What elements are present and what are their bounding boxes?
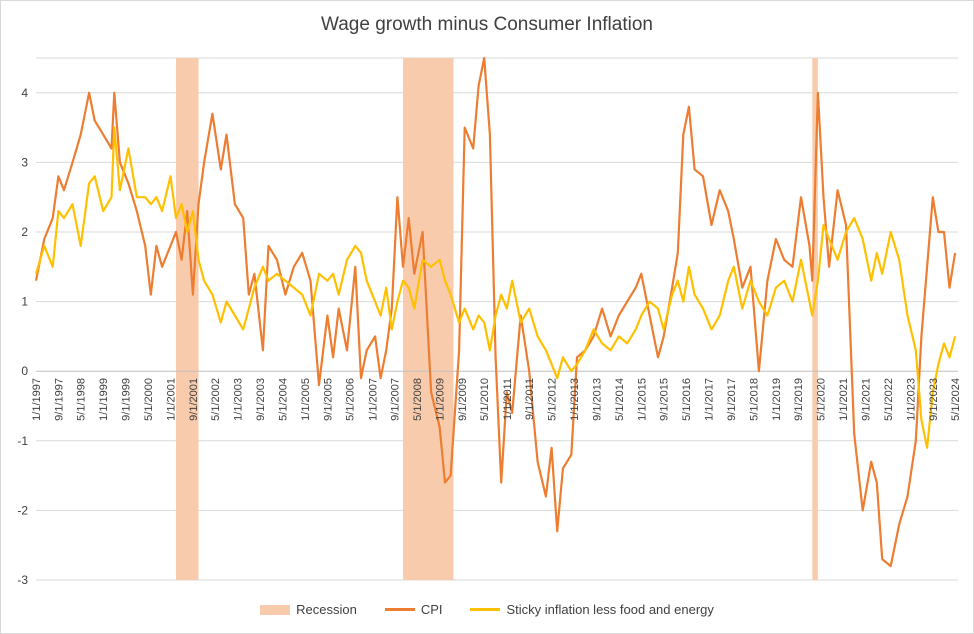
x-tick-label: 5/1/2014 [614,378,626,421]
x-tick-label: 1/1/2011 [502,378,514,420]
x-tick-label: 1/1/1997 [31,378,43,421]
x-tick-label: 9/1/2005 [322,378,334,421]
legend-item-recession: Recession [260,602,357,617]
x-tick-label: 1/1/2023 [905,378,917,421]
x-tick-label: 9/1/1999 [121,378,133,421]
x-tick-label: 1/1/1999 [98,378,110,421]
x-tick-label: 9/1/2007 [390,378,402,421]
legend-swatch-recession [260,604,291,615]
cpi-line [34,56,957,568]
series-lines [34,56,957,568]
y-tick-label: 1 [21,295,28,309]
x-tick-labels: 1/1/1997 9/1/1997 5/1/1998 1/1/1999 9/1/1999… [31,378,962,421]
x-tick-label: 1/1/2001 [166,378,178,421]
legend-label-sticky: Sticky inflation less food and energy [506,602,714,617]
y-tick-label: 0 [21,364,28,378]
x-tick-label: 1/1/2005 [300,378,312,421]
y-tick-label: -1 [17,434,28,448]
legend-item-cpi: CPI [384,602,443,617]
y-tick-labels: -3 -2 -1 0 1 2 3 4 [17,86,28,587]
legend-swatch-cpi [384,608,415,611]
legend-swatch-sticky [470,608,501,611]
recession-band [175,58,199,580]
x-tick-label: 1/1/2015 [636,378,648,421]
x-tick-label: 9/1/2013 [591,378,603,421]
y-tick-label: 4 [21,86,28,100]
x-tick-label: 5/1/2024 [950,378,962,421]
x-tick-label: 9/1/2003 [255,378,267,421]
x-tick-label: 5/1/2000 [143,378,155,421]
x-tick-label: 5/1/1998 [76,378,88,421]
x-tick-label: 5/1/2020 [816,378,828,421]
x-tick-label: 5/1/2022 [883,378,895,421]
x-tick-label: 5/1/2002 [210,378,222,421]
x-tick-label: 9/1/2009 [457,378,469,421]
legend-item-sticky: Sticky inflation less food and energy [470,602,714,617]
y-tick-label: 2 [21,225,28,239]
recession-bands [175,58,818,580]
x-tick-label: 9/1/2021 [861,378,873,421]
x-tick-label: 1/1/2019 [771,378,783,421]
y-tick-label: 3 [21,155,28,169]
x-tick-label: 5/1/2006 [345,378,357,421]
legend: Recession CPI Sticky inflation less food… [0,602,974,617]
x-tick-label: 1/1/2009 [435,378,447,421]
x-tick-label: 9/1/2023 [928,378,940,421]
x-tick-label: 1/1/2013 [569,378,581,421]
x-tick-label: 5/1/2010 [479,378,491,421]
x-tick-label: 1/1/2007 [367,378,379,421]
x-tick-label: 5/1/2016 [681,378,693,421]
x-tick-label: 5/1/2018 [748,378,760,421]
y-tick-label: -3 [17,573,28,587]
chart-title: Wage growth minus Consumer Inflation [321,14,653,35]
x-tick-label: 1/1/2021 [838,378,850,421]
y-tick-label: -2 [17,503,28,517]
x-tick-label: 9/1/2017 [726,378,738,421]
x-tick-label: 1/1/2017 [704,378,716,421]
x-tick-label: 9/1/2011 [524,378,536,420]
x-tick-label: 5/1/2012 [547,378,559,421]
legend-label-cpi: CPI [420,602,443,617]
x-tick-label: 1/1/2003 [233,378,245,421]
x-tick-label: 5/1/2008 [412,378,424,421]
x-tick-label: 9/1/2019 [793,378,805,421]
sticky-inflation-line [34,126,957,449]
x-tick-label: 9/1/1997 [53,378,65,421]
recession-band [812,58,818,580]
legend-label-recession: Recession [296,602,357,617]
x-tick-label: 9/1/2015 [659,378,671,421]
x-tick-label: 9/1/2001 [188,378,200,421]
x-tick-label: 5/1/2004 [277,378,289,421]
